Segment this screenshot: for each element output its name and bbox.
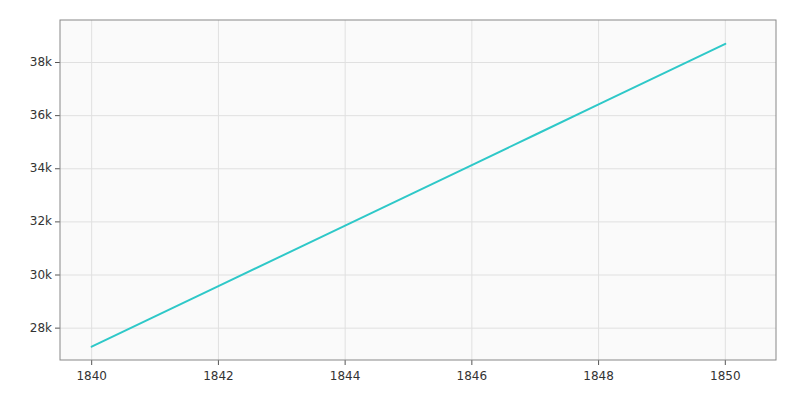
y-tick	[55, 168, 60, 169]
y-tick-label: 38k	[30, 55, 52, 69]
plot-frame	[60, 20, 776, 360]
x-tick	[471, 360, 472, 365]
y-grid-line	[60, 221, 776, 222]
x-tick-label: 1848	[583, 369, 614, 383]
x-tick	[598, 360, 599, 365]
x-grid-line	[471, 20, 472, 360]
axes: 28k 30k 32k 34k 36k 38k 1840 1842 1844 1846 1848 18…	[30, 20, 776, 383]
y-grid-line	[60, 328, 776, 329]
data-line	[92, 44, 726, 347]
y-tick	[55, 115, 60, 116]
x-tick	[91, 360, 92, 365]
x-grid-line	[725, 20, 726, 360]
x-tick-label: 1846	[457, 369, 488, 383]
y-tick	[55, 275, 60, 276]
chart-container: 28k 30k 32k 34k 36k 38k 1840 1842 1844 1846 1848 18…	[0, 0, 800, 400]
x-tick-label: 1844	[330, 369, 361, 383]
y-tick-label: 32k	[30, 214, 52, 228]
x-grid-line	[218, 20, 219, 360]
y-tick	[55, 221, 60, 222]
x-tick	[725, 360, 726, 365]
y-grid-line	[60, 275, 776, 276]
x-grid-line	[345, 20, 346, 360]
x-tick	[218, 360, 219, 365]
x-tick-label: 1842	[203, 369, 234, 383]
y-grid-line	[60, 115, 776, 116]
grid	[60, 20, 776, 360]
x-tick-label: 1840	[76, 369, 107, 383]
data-layer	[92, 44, 726, 347]
y-tick-label: 34k	[30, 161, 52, 175]
y-tick-label: 30k	[30, 268, 52, 282]
x-grid-line	[598, 20, 599, 360]
y-grid-line	[60, 168, 776, 169]
plot-background	[60, 20, 776, 360]
y-tick	[55, 62, 60, 63]
x-grid-line	[91, 20, 92, 360]
y-tick-label: 28k	[30, 321, 52, 335]
y-grid-line	[60, 62, 776, 63]
y-tick	[55, 328, 60, 329]
x-tick	[345, 360, 346, 365]
x-tick-label: 1850	[710, 369, 741, 383]
y-tick-label: 36k	[30, 108, 52, 122]
chart-svg: 28k 30k 32k 34k 36k 38k 1840 1842 1844 1846 1848 18…	[0, 0, 800, 400]
